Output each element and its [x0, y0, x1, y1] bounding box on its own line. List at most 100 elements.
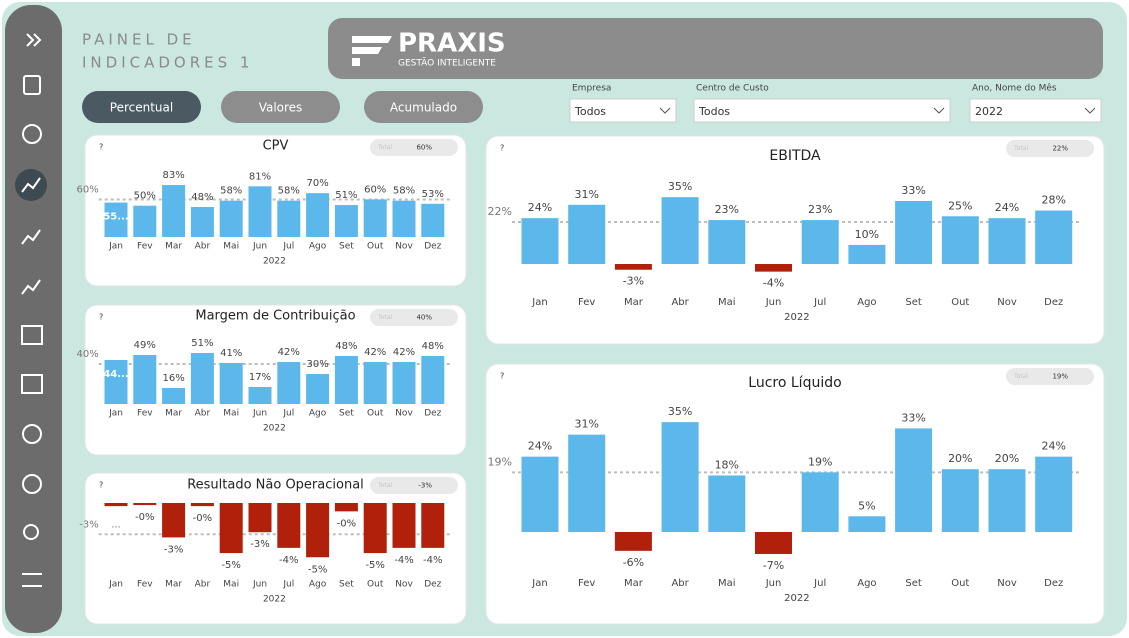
nav-icon[interactable]: [33, 33, 42, 47]
x-tick-label: Mar: [165, 580, 182, 590]
x-tick-label: Mai: [718, 578, 736, 589]
chart-panel: [485, 135, 1105, 345]
tab-button[interactable]: [364, 91, 483, 123]
total-value: -3%: [418, 482, 432, 490]
nav-icon[interactable]: [23, 75, 41, 95]
value-label: 44...: [103, 369, 128, 380]
nav-icon[interactable]: [26, 33, 35, 47]
total-caption: Total: [1013, 145, 1028, 152]
help-icon[interactable]: ?: [99, 313, 103, 322]
value-label: -3%: [623, 275, 644, 288]
value-label: 16%: [162, 373, 184, 384]
total-badge: [370, 309, 458, 326]
bar: [755, 532, 792, 554]
dropdown[interactable]: [569, 98, 677, 123]
value-label: 24%: [1041, 440, 1065, 453]
page-title: INDICADORES 1: [82, 54, 253, 72]
x-tick-label: Abr: [195, 580, 211, 590]
value-label: 23%: [715, 203, 739, 216]
nav-icon[interactable]: [21, 325, 43, 345]
dropdown[interactable]: [969, 98, 1102, 123]
chart-title: Resultado Não Operacional: [187, 478, 364, 493]
help-icon[interactable]: ?: [99, 481, 103, 490]
value-label: 30%: [306, 359, 328, 370]
value-label: -4%: [763, 277, 784, 290]
nav-icon-active[interactable]: [15, 169, 47, 201]
x-axis-label: 2022: [784, 312, 809, 323]
bar: [248, 186, 272, 237]
logo-tagline: GESTÃO INTELIGENTE: [398, 58, 496, 69]
value-label: 24%: [528, 440, 552, 453]
nav-icon[interactable]: [21, 279, 41, 295]
nav-icon[interactable]: [22, 124, 42, 144]
bar: [363, 503, 387, 554]
bar: [133, 503, 157, 506]
x-tick-label: Mar: [165, 409, 182, 419]
value-label: 48%: [335, 341, 357, 352]
x-tick-label: Out: [367, 242, 384, 252]
x-tick-label: Jun: [765, 297, 782, 308]
x-tick-label: Set: [905, 578, 922, 589]
bar: [614, 532, 652, 551]
value-label: 25%: [948, 199, 972, 212]
value-label: 42%: [393, 347, 415, 358]
x-tick-label: Jan: [108, 580, 123, 590]
total-value: 60%: [416, 144, 432, 152]
tab-button[interactable]: [82, 91, 201, 123]
nav-icon[interactable]: [23, 524, 39, 540]
bar: [190, 353, 214, 404]
bar: [392, 200, 416, 237]
value-label: 17%: [249, 372, 271, 383]
x-tick-label: Jun: [252, 242, 267, 252]
value-label: 50%: [134, 191, 156, 202]
value-label: 33%: [901, 184, 925, 197]
x-tick-label: Nov: [395, 409, 413, 419]
x-tick-label: Ago: [857, 297, 876, 308]
bar: [421, 356, 445, 404]
total-value: 40%: [416, 314, 432, 322]
value-label: 33%: [901, 411, 925, 424]
nav-icon[interactable]: [21, 374, 43, 394]
value-label: 58%: [220, 186, 242, 197]
x-tick-label: Set: [905, 297, 922, 308]
bar: [614, 264, 652, 270]
x-tick-label: Abr: [671, 297, 689, 308]
x-tick-label: Set: [339, 409, 354, 419]
nav-icon[interactable]: [22, 474, 42, 494]
logo-banner: [328, 18, 1103, 79]
bar: [219, 503, 243, 554]
value-label: 31%: [574, 418, 598, 431]
value-label: -4%: [423, 555, 442, 566]
total-caption: Total: [377, 144, 392, 151]
bar: [306, 374, 330, 404]
reference-label: 19%: [488, 455, 512, 468]
x-tick-label: Mai: [223, 409, 239, 419]
value-label: 20%: [995, 452, 1019, 465]
nav-icon: [21, 177, 41, 193]
value-label: -6%: [623, 556, 644, 569]
sidebar: [5, 5, 62, 633]
bar: [392, 503, 416, 548]
value-label: 58%: [278, 186, 300, 197]
bar: [421, 203, 445, 237]
bar: [848, 516, 886, 532]
dropdown[interactable]: [693, 98, 951, 123]
nav-icon[interactable]: [21, 229, 41, 245]
help-icon[interactable]: ?: [500, 144, 504, 153]
x-tick-label: Jan: [108, 242, 123, 252]
x-tick-label: Jan: [531, 297, 547, 308]
bar: [190, 206, 214, 237]
help-icon[interactable]: ?: [99, 143, 103, 152]
bar: [306, 503, 330, 558]
tab-button[interactable]: [221, 91, 340, 123]
x-tick-label: Out: [367, 409, 384, 419]
value-label: 42%: [278, 347, 300, 358]
bar: [363, 199, 387, 237]
x-tick-label: Out: [951, 578, 969, 589]
bar: [162, 388, 186, 404]
help-icon[interactable]: ?: [500, 372, 504, 381]
nav-icon[interactable]: [22, 424, 42, 444]
value-label: 5%: [858, 499, 875, 512]
total-value: 22%: [1052, 145, 1068, 153]
value-label: 19%: [808, 455, 832, 468]
